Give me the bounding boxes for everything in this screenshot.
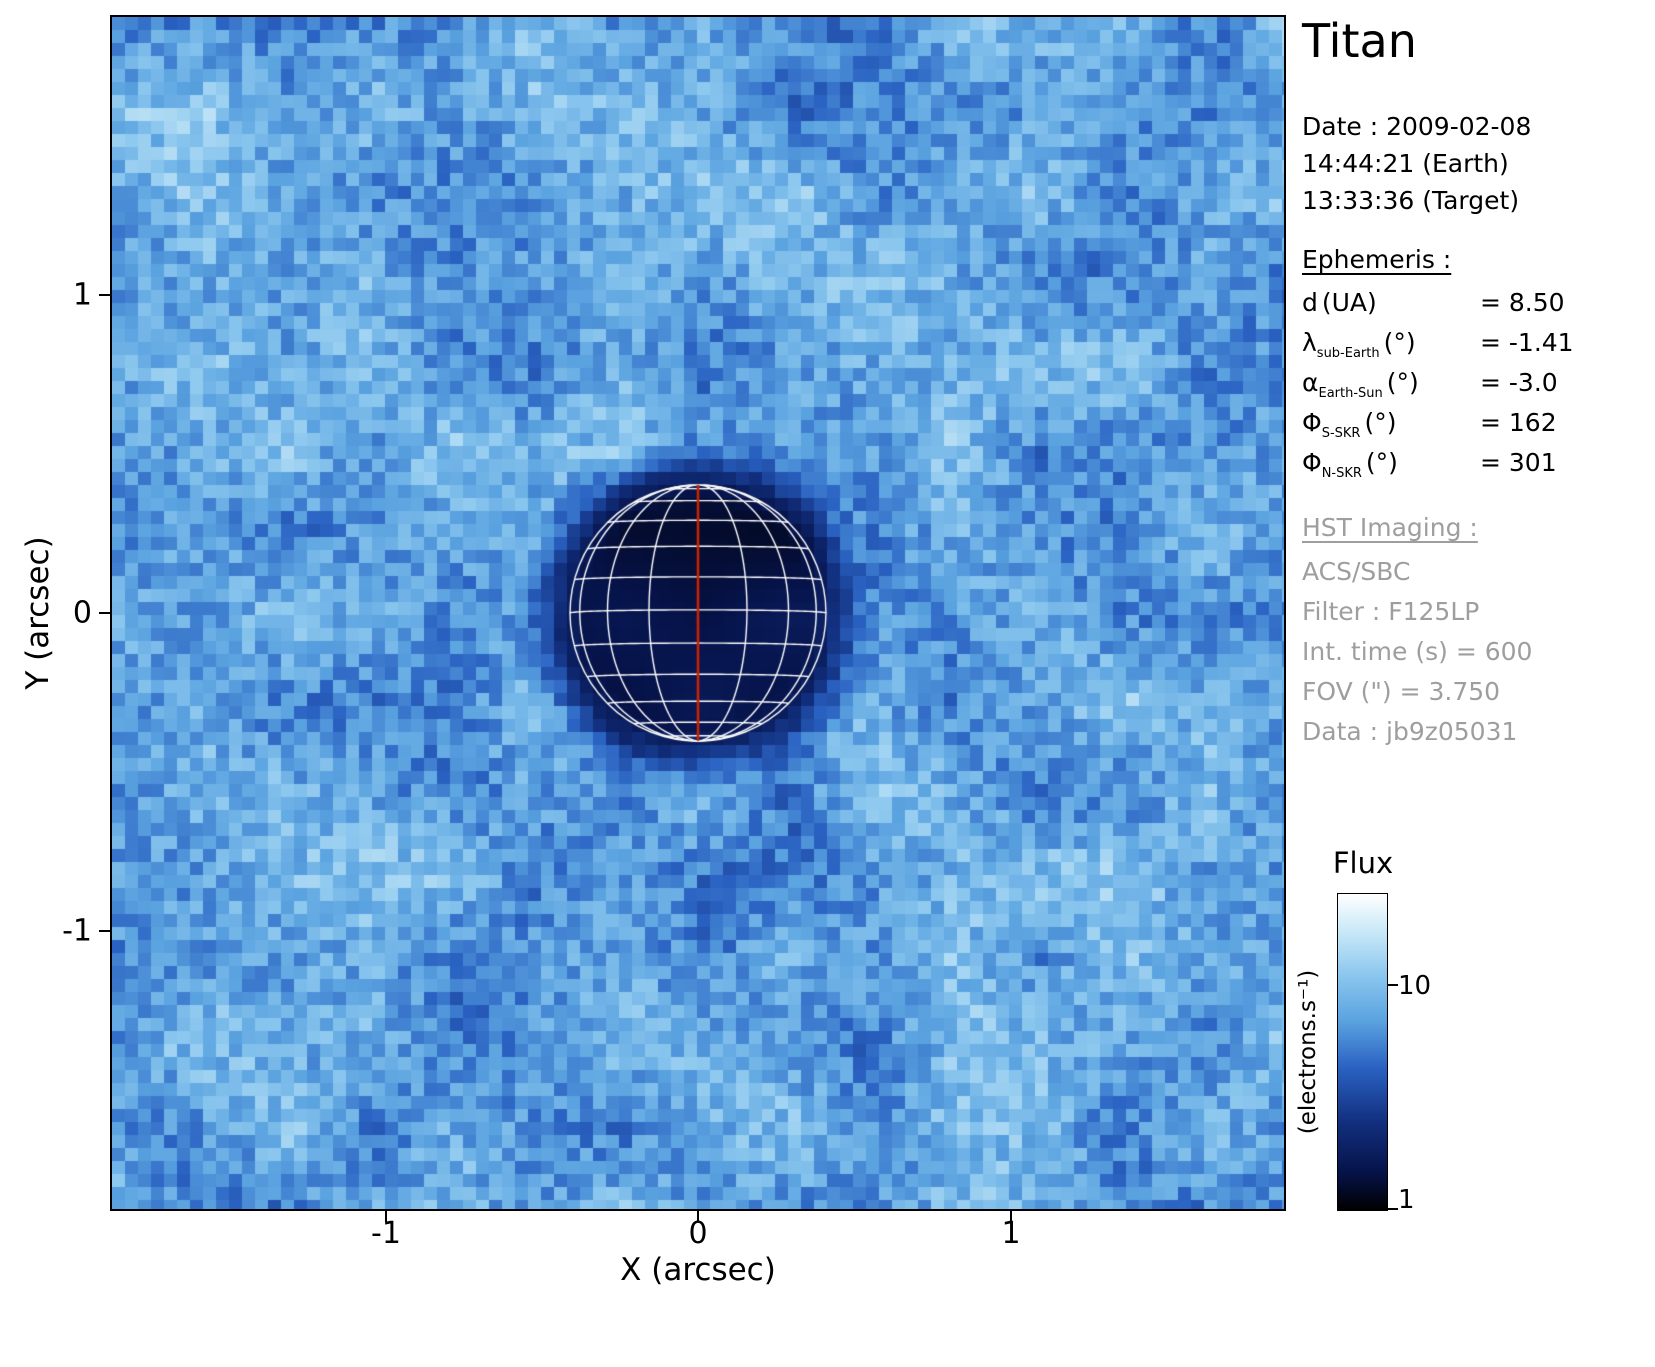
time-earth-line: 14:44:21 (Earth) (1302, 149, 1509, 178)
hst-fov: FOV (") = 3.750 (1302, 677, 1501, 706)
hst-imaging-block: HST Imaging : ACS/SBC Filter : F125LP In… (1302, 508, 1532, 752)
x-axis-label: X (arcsec) (620, 1252, 776, 1288)
colorbar-title: Flux (1332, 846, 1394, 880)
ephemeris-quantity: d (UA) (1302, 288, 1377, 317)
hst-filter: Filter : F125LP (1302, 597, 1480, 626)
ephemeris-quantity: αEarth-Sun (°) (1302, 368, 1419, 401)
x-tick-label: 0 (688, 1216, 708, 1251)
ephemeris-row: αEarth-Sun (°) = -3.0 (1302, 368, 1574, 408)
x-tick-label: 1 (1001, 1216, 1021, 1251)
ephemeris-value: = 162 (1480, 408, 1557, 437)
hst-imaging-header: HST Imaging : (1302, 513, 1478, 542)
ephemeris-quantity: λsub-Earth (°) (1302, 328, 1416, 361)
y-axis-label: Y (arcsec) (20, 536, 56, 690)
ephemeris-value: = 8.50 (1480, 288, 1565, 317)
colorbar-gradient (1337, 893, 1388, 1211)
x-tick-label: -1 (371, 1216, 401, 1251)
colorbar-tick-mark (1388, 1208, 1398, 1210)
time-target-line: 13:33:36 (Target) (1302, 186, 1520, 215)
y-tick-label: -1 (62, 913, 92, 949)
hst-data-id: Data : jb9z05031 (1302, 717, 1518, 746)
y-tick-mark (99, 930, 110, 932)
ephemeris-value: = -3.0 (1480, 368, 1558, 397)
hst-instrument: ACS/SBC (1302, 557, 1411, 586)
y-tick-label: 0 (72, 595, 92, 631)
ephemeris-row: λsub-Earth (°) = -1.41 (1302, 328, 1574, 368)
sky-image-frame (110, 15, 1286, 1211)
y-tick-label: 1 (72, 277, 92, 313)
ephemeris-quantity: ΦS-SKR (°) (1302, 408, 1397, 441)
y-tick-mark (99, 612, 110, 614)
ephemeris-quantity: ΦN-SKR (°) (1302, 448, 1398, 481)
figure-title: Titan (1302, 14, 1417, 68)
observation-datetime: Date : 2009-02-08 14:44:21 (Earth) 13:33… (1302, 108, 1531, 219)
ephemeris-value: = -1.41 (1480, 328, 1574, 357)
colorbar-unit-label: (electrons.s⁻¹) (1295, 969, 1321, 1135)
ephemeris-row: d (UA) = 8.50 (1302, 288, 1574, 328)
x-tick-mark (1010, 1211, 1012, 1222)
x-tick-mark (385, 1211, 387, 1222)
colorbar-tick-label: 10 (1398, 971, 1432, 1001)
ephemeris-row: ΦN-SKR (°) = 301 (1302, 448, 1574, 488)
colorbar-tick-mark (1388, 984, 1398, 986)
date-line: Date : 2009-02-08 (1302, 112, 1532, 141)
ephemeris-value: = 301 (1480, 448, 1557, 477)
sky-image-canvas (112, 17, 1284, 1209)
ephemeris-table: d (UA) = 8.50 λsub-Earth (°) = -1.41 αEart… (1302, 288, 1574, 488)
ephemeris-row: ΦS-SKR (°) = 162 (1302, 408, 1574, 448)
x-tick-mark (697, 1211, 699, 1222)
colorbar-tick-label: 1 (1398, 1185, 1415, 1215)
y-tick-mark (99, 294, 110, 296)
ephemeris-header: Ephemeris : (1302, 245, 1452, 274)
hst-int-time: Int. time (s) = 600 (1302, 637, 1533, 666)
